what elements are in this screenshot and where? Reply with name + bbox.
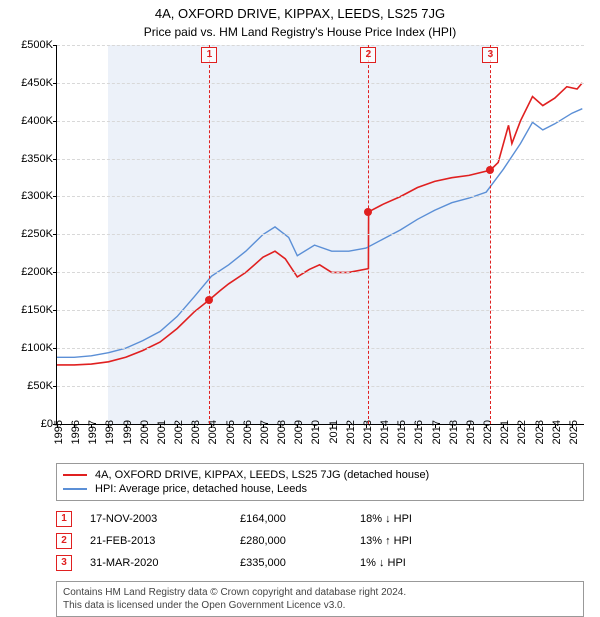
y-axis-label: £250K bbox=[5, 228, 53, 240]
legend-label: HPI: Average price, detached house, Leed… bbox=[95, 483, 307, 495]
sales-row-price: £280,000 bbox=[240, 535, 360, 547]
x-axis-label: 1996 bbox=[70, 420, 82, 444]
legend-swatch bbox=[63, 488, 87, 490]
x-axis-label: 2025 bbox=[568, 420, 580, 444]
footer-line-1: Contains HM Land Registry data © Crown c… bbox=[63, 586, 577, 599]
x-axis-label: 2022 bbox=[516, 420, 528, 444]
sales-table-row: 2 21-FEB-2013£280,00013% ↑ HPI bbox=[56, 531, 584, 553]
sales-table-row: 1 17-NOV-2003£164,00018% ↓ HPI bbox=[56, 509, 584, 531]
series-line-price_paid bbox=[57, 83, 582, 365]
x-axis-label: 2012 bbox=[345, 420, 357, 444]
x-axis-label: 1997 bbox=[87, 420, 99, 444]
sale-marker-line bbox=[490, 45, 491, 424]
chart-below-area: 4A, OXFORD DRIVE, KIPPAX, LEEDS, LS25 7J… bbox=[56, 463, 584, 617]
legend-swatch bbox=[63, 474, 87, 476]
sales-row-date: 17-NOV-2003 bbox=[90, 513, 240, 525]
x-axis-label: 2009 bbox=[293, 420, 305, 444]
x-axis-label: 2016 bbox=[413, 420, 425, 444]
x-axis-label: 2007 bbox=[259, 420, 271, 444]
x-axis-label: 2017 bbox=[431, 420, 443, 444]
sale-marker-dot bbox=[364, 208, 372, 216]
x-axis-label: 2002 bbox=[173, 420, 185, 444]
x-axis-label: 2014 bbox=[379, 420, 391, 444]
y-axis-label: £500K bbox=[5, 39, 53, 51]
legend-row: 4A, OXFORD DRIVE, KIPPAX, LEEDS, LS25 7J… bbox=[63, 468, 577, 482]
x-axis-label: 2005 bbox=[225, 420, 237, 444]
sales-row-number: 2 bbox=[56, 533, 72, 549]
x-axis-label: 1998 bbox=[104, 420, 116, 444]
sale-marker-number: 1 bbox=[201, 47, 217, 63]
sales-table: 1 17-NOV-2003£164,00018% ↓ HPI 2 21-FEB-201… bbox=[56, 509, 584, 575]
x-axis-label: 1995 bbox=[53, 420, 65, 444]
sales-row-diff: 13% ↑ HPI bbox=[360, 535, 584, 547]
sale-marker-line bbox=[209, 45, 210, 424]
sales-row-diff: 1% ↓ HPI bbox=[360, 557, 584, 569]
x-axis-label: 2015 bbox=[396, 420, 408, 444]
legend-row: HPI: Average price, detached house, Leed… bbox=[63, 482, 577, 496]
sales-table-row: 3 31-MAR-2020£335,0001% ↓ HPI bbox=[56, 553, 584, 575]
y-axis-label: £450K bbox=[5, 77, 53, 89]
y-axis-label: £350K bbox=[5, 153, 53, 165]
sale-marker-dot bbox=[205, 296, 213, 304]
x-axis-label: 2024 bbox=[551, 420, 563, 444]
legend-label: 4A, OXFORD DRIVE, KIPPAX, LEEDS, LS25 7J… bbox=[95, 469, 429, 481]
legend-box: 4A, OXFORD DRIVE, KIPPAX, LEEDS, LS25 7J… bbox=[56, 463, 584, 501]
y-axis-label: £50K bbox=[5, 380, 53, 392]
x-axis-label: 2006 bbox=[242, 420, 254, 444]
footer-box: Contains HM Land Registry data © Crown c… bbox=[56, 581, 584, 617]
x-axis-label: 2008 bbox=[276, 420, 288, 444]
chart-page: 4A, OXFORD DRIVE, KIPPAX, LEEDS, LS25 7J… bbox=[0, 0, 600, 590]
x-axis-label: 2021 bbox=[499, 420, 511, 444]
sales-row-number: 3 bbox=[56, 555, 72, 571]
sales-row-number: 1 bbox=[56, 511, 72, 527]
chart-title: 4A, OXFORD DRIVE, KIPPAX, LEEDS, LS25 7J… bbox=[8, 6, 592, 23]
sales-row-date: 31-MAR-2020 bbox=[90, 557, 240, 569]
chart-subtitle: Price paid vs. HM Land Registry's House … bbox=[8, 25, 592, 39]
y-axis-label: £200K bbox=[5, 266, 53, 278]
x-axis-label: 1999 bbox=[122, 420, 134, 444]
x-axis-label: 2010 bbox=[310, 420, 322, 444]
y-axis-label: £0 bbox=[5, 418, 53, 430]
chart-plot-area: £0£50K£100K£150K£200K£250K£300K£350K£400… bbox=[56, 45, 584, 425]
sales-row-date: 21-FEB-2013 bbox=[90, 535, 240, 547]
x-axis-label: 2023 bbox=[534, 420, 546, 444]
y-axis-label: £100K bbox=[5, 342, 53, 354]
footer-line-2: This data is licensed under the Open Gov… bbox=[63, 599, 577, 612]
x-axis-label: 2018 bbox=[448, 420, 460, 444]
sales-row-price: £164,000 bbox=[240, 513, 360, 525]
sale-marker-dot bbox=[486, 166, 494, 174]
x-axis-label: 2001 bbox=[156, 420, 168, 444]
y-axis-label: £400K bbox=[5, 115, 53, 127]
sale-marker-number: 2 bbox=[360, 47, 376, 63]
sale-marker-number: 3 bbox=[482, 47, 498, 63]
x-axis-label: 2020 bbox=[482, 420, 494, 444]
x-axis-label: 2011 bbox=[328, 420, 340, 444]
x-axis-label: 2019 bbox=[465, 420, 477, 444]
sale-marker-line bbox=[368, 45, 369, 424]
x-axis-label: 2003 bbox=[190, 420, 202, 444]
x-axis-label: 2000 bbox=[139, 420, 151, 444]
y-axis-label: £150K bbox=[5, 304, 53, 316]
sales-row-price: £335,000 bbox=[240, 557, 360, 569]
y-axis-label: £300K bbox=[5, 190, 53, 202]
sales-row-diff: 18% ↓ HPI bbox=[360, 513, 584, 525]
